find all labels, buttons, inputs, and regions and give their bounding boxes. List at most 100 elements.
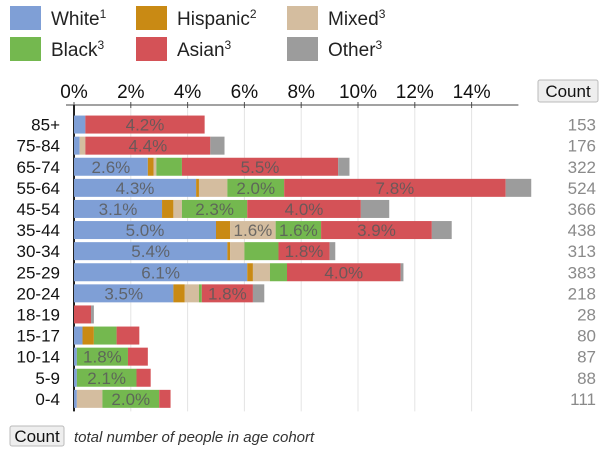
bar-segment-other (505, 178, 532, 197)
bar-segment-white (74, 368, 77, 387)
bar-segment-mixed (76, 389, 103, 408)
x-tick-label: 2% (117, 82, 145, 103)
bar-segment-white (74, 263, 248, 282)
bar-segment-asian (74, 305, 92, 324)
legend-footnote-mark: 1 (100, 7, 107, 21)
count-value: 87 (577, 348, 596, 367)
data-label: 4.2% (126, 116, 165, 135)
legend-label-white: White1 (51, 7, 107, 30)
bar-segment-black (181, 199, 248, 218)
bar-segment-asian (284, 178, 506, 197)
footnote: Count total number of people in age coho… (9, 425, 315, 447)
bar-segment-asian (127, 347, 148, 366)
bar-segment-other (400, 263, 404, 282)
bar-segment-black (227, 178, 285, 197)
count-value: 176 (568, 137, 596, 156)
bar-segment-hispanic (227, 242, 231, 261)
bar-segment-asian (85, 115, 205, 134)
bar-segment-asian (136, 368, 151, 387)
data-label: 4.0% (324, 263, 363, 282)
bar-segment-asian (159, 389, 171, 408)
bar-segment-mixed (252, 263, 270, 282)
data-label: 5.0% (126, 221, 165, 240)
bar-row-20-24 (74, 284, 265, 303)
legend-footnote-mark: 3 (225, 38, 232, 52)
bar-segment-asian (201, 284, 253, 303)
bar-segment-hispanic (196, 178, 199, 197)
bar-segment-white (74, 115, 86, 134)
bar-segment-other (360, 199, 390, 218)
bar-segment-white (74, 136, 80, 155)
x-tick-label: 0% (60, 82, 88, 103)
data-label: 5.5% (241, 158, 280, 177)
legend-footnote-mark: 3 (376, 38, 383, 52)
data-label: 2.0% (111, 390, 150, 409)
data-label: 2.1% (87, 369, 126, 388)
bar-segment-white (74, 326, 83, 345)
bar-segment-other (431, 221, 452, 240)
data-label: 5.4% (131, 242, 170, 261)
footnote-text: total number of people in age cohort (74, 429, 315, 446)
data-label: 2.6% (92, 158, 131, 177)
bar-segment-other (210, 136, 225, 155)
bar-segment-white (74, 242, 228, 261)
bar-segment-hispanic (82, 326, 94, 345)
age-label: 20-24 (17, 284, 60, 303)
age-label: 10-14 (17, 348, 60, 367)
age-label: 45-54 (17, 200, 60, 219)
bar-segment-other (91, 305, 94, 324)
count-value: 313 (568, 242, 596, 261)
legend-item-hispanic: Hispanic2 (136, 6, 257, 30)
count-header-label: Count (545, 82, 591, 101)
legend-footnote-mark: 2 (250, 7, 257, 21)
bar-row-0-4 (74, 389, 171, 408)
count-value: 524 (568, 179, 596, 198)
bar-segment-white (74, 157, 148, 176)
row-labels: 85+ 153 75-84 176 65-74 322 55-64 524 45-54 366 35… (17, 116, 596, 409)
bar-segment-white (74, 199, 163, 218)
bar-segment-asian (287, 263, 401, 282)
footnote-count-box-label: Count (14, 427, 60, 446)
data-label: 1.6% (279, 221, 318, 240)
bar-segment-white (74, 347, 77, 366)
bar-segment-white (74, 284, 174, 303)
count-value: 28 (577, 305, 596, 324)
bar-segment-asian (116, 326, 140, 345)
bar-row-75-84 (74, 136, 225, 155)
count-value: 438 (568, 221, 596, 240)
legend-footnote-mark: 3 (97, 38, 104, 52)
data-label: 3.9% (357, 221, 396, 240)
age-label: 18-19 (17, 305, 60, 324)
bar-segment-black (102, 389, 160, 408)
bar-segment-hispanic (147, 157, 154, 176)
bar-row-30-34 (74, 242, 336, 261)
legend-swatch-white (10, 6, 41, 30)
age-label: 15-17 (17, 327, 60, 346)
bar-segment-mixed (230, 221, 276, 240)
legend-label-black: Black3 (51, 38, 104, 61)
bar-segment-black (156, 157, 182, 176)
count-value: 153 (568, 116, 596, 135)
x-tick-label: 12% (396, 82, 434, 103)
legend-item-white: White1 (10, 6, 107, 30)
age-label: 0-4 (35, 390, 60, 409)
bar-segment-asian (85, 136, 211, 155)
bar-segment-hispanic (247, 263, 253, 282)
bar-segment-white (74, 221, 216, 240)
bar-segment-asian (321, 221, 432, 240)
data-label: 6.1% (141, 263, 180, 282)
age-label: 30-34 (17, 242, 60, 261)
bar-row-15-17 (74, 326, 140, 345)
legend-item-black: Black3 (10, 37, 104, 61)
bar-segment-asian (247, 199, 361, 218)
legend-footnote-mark: 3 (379, 7, 386, 21)
count-value: 383 (568, 263, 596, 282)
x-tick-label: 8% (287, 82, 315, 103)
count-value: 366 (568, 200, 596, 219)
bar-segment-hispanic (162, 199, 174, 218)
count-value: 111 (570, 390, 596, 409)
x-tick-label: 6% (231, 82, 259, 103)
age-label: 35-44 (17, 221, 60, 240)
count-value: 218 (568, 284, 596, 303)
